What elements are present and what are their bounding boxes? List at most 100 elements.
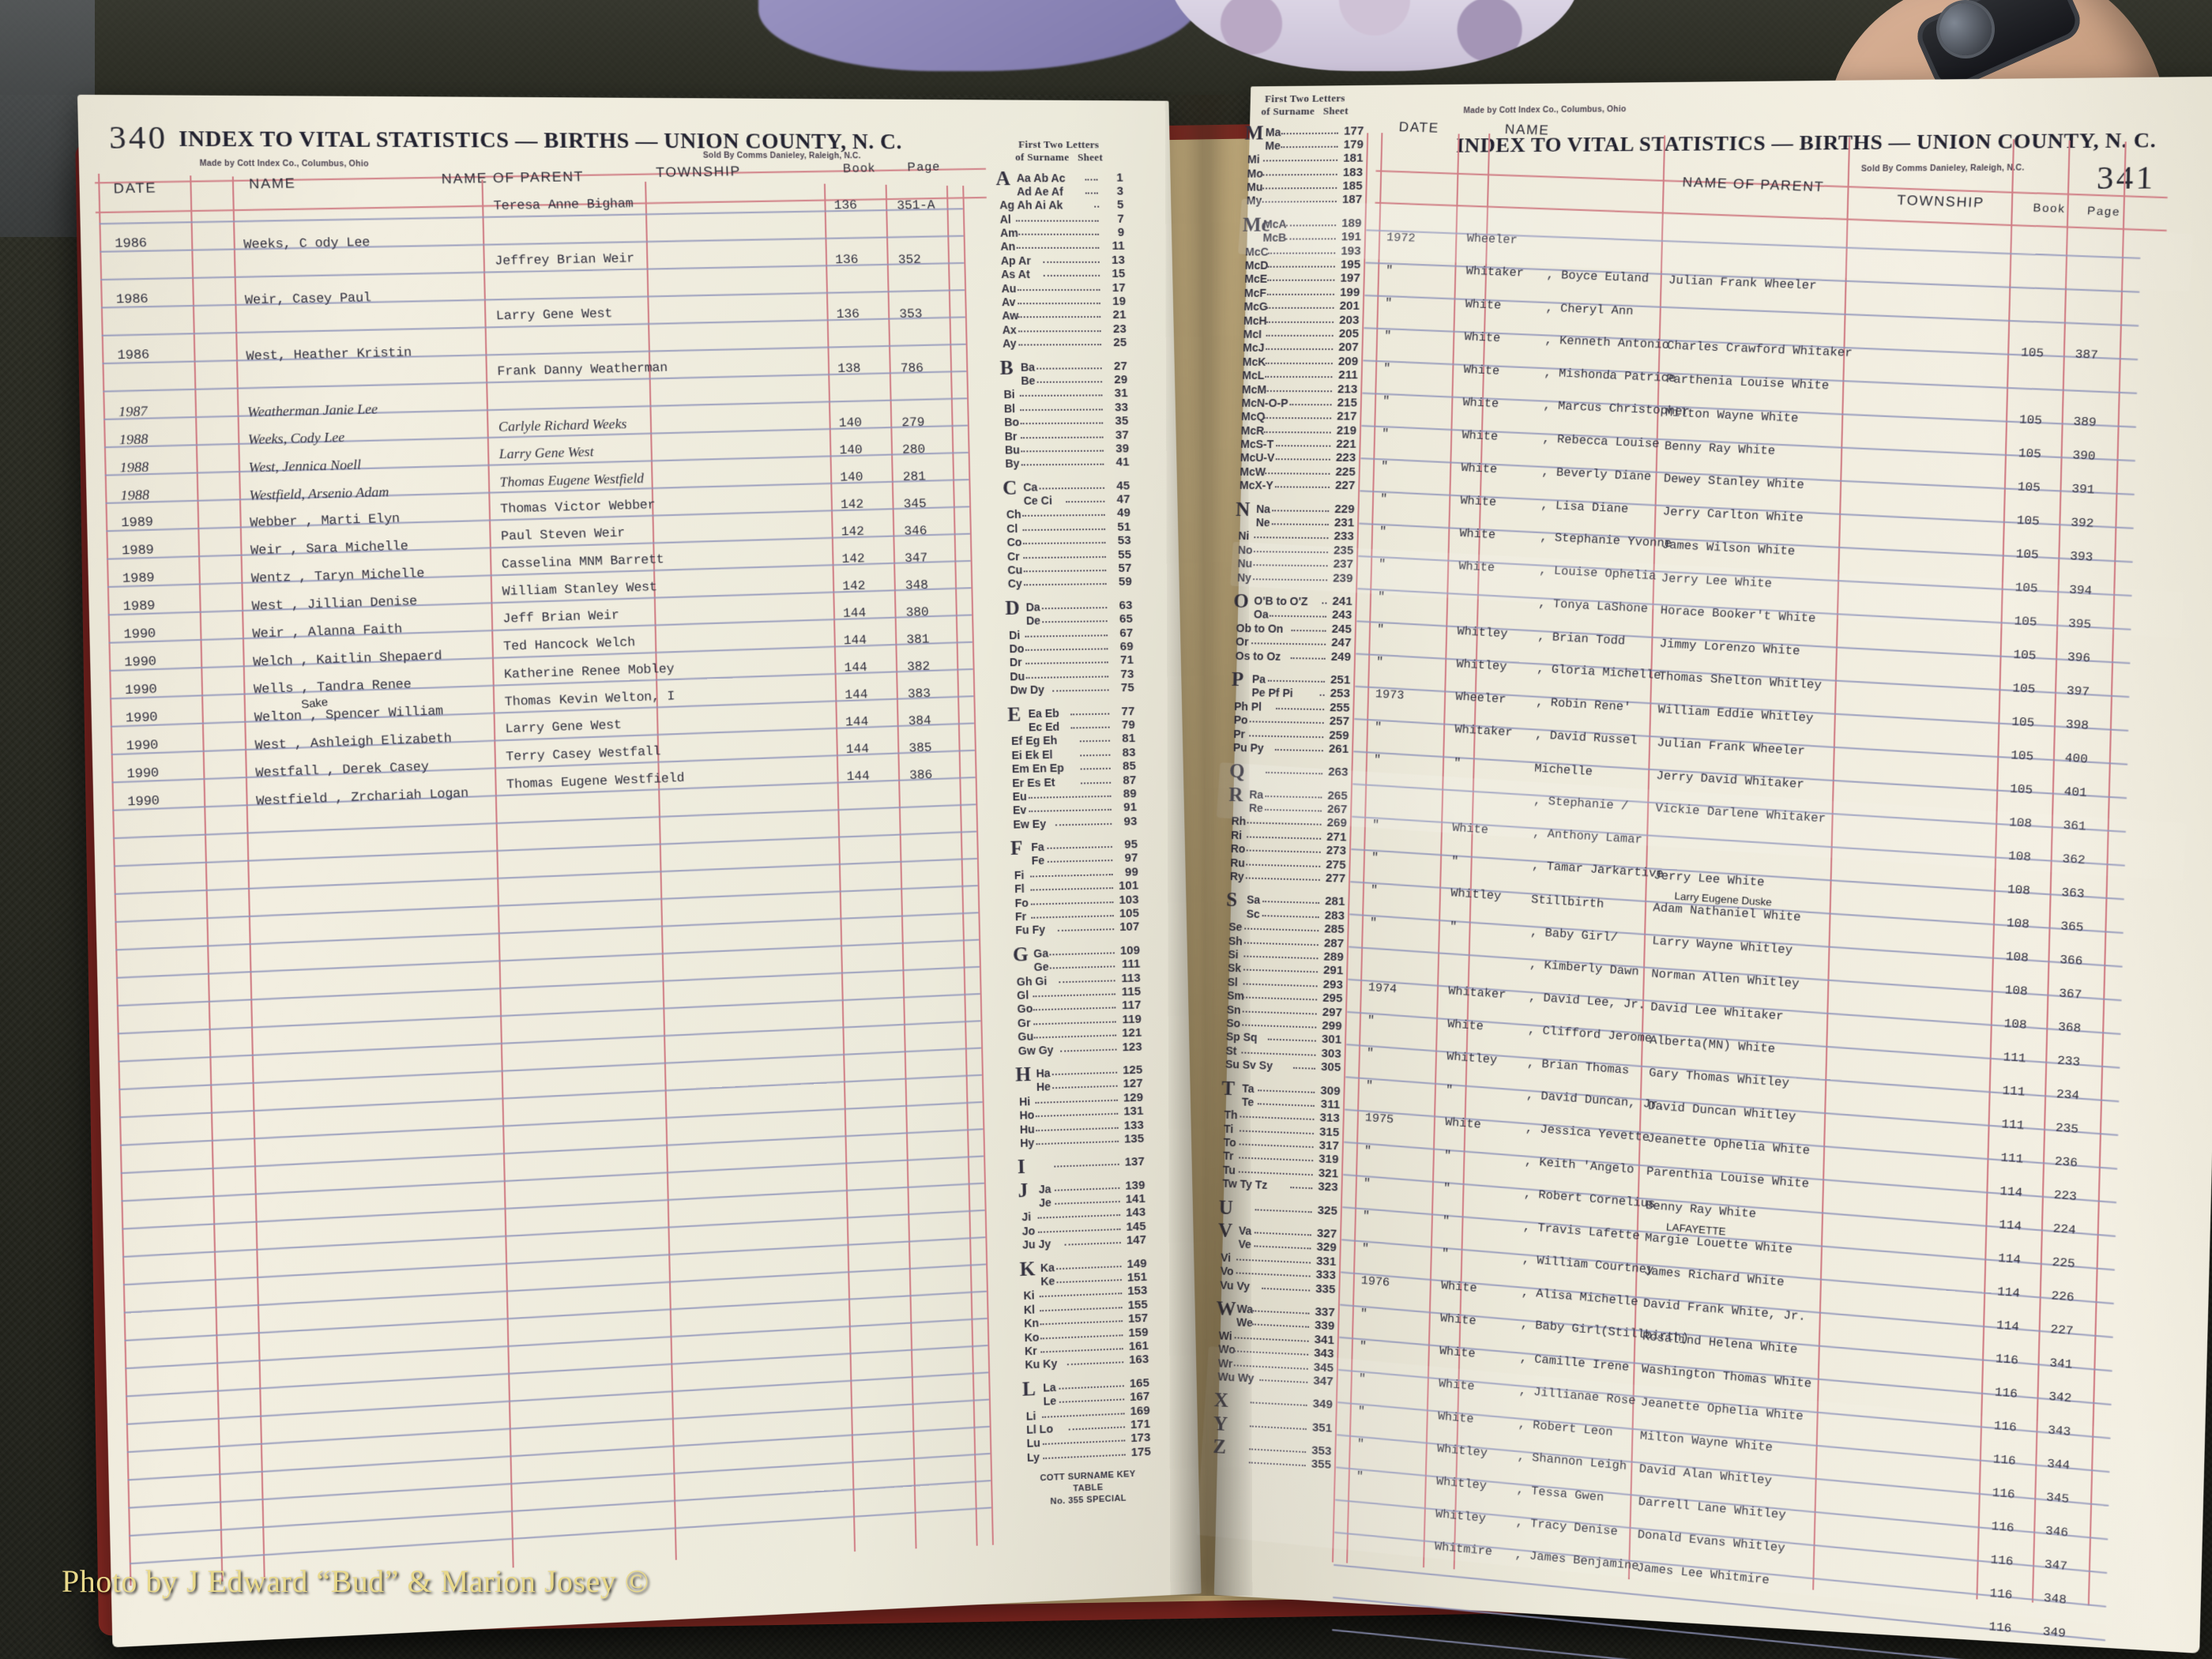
key-table-prefix: Ji <box>1021 1210 1032 1224</box>
key-table-leader-dots <box>1018 316 1101 319</box>
ledger-cell: Teresa Anne Bigham <box>493 196 634 214</box>
key-table-leader-dots <box>1243 1010 1317 1016</box>
key-table-row: McB 191 <box>1242 230 1361 244</box>
key-table-sheet-number: 315 <box>1319 1124 1340 1139</box>
key-table-sheet-number: 57 <box>1118 561 1132 575</box>
key-table-sheet-number: 301 <box>1321 1033 1342 1048</box>
ledger-line <box>122 1236 986 1285</box>
key-table-row: Ap Ar 13 <box>998 254 1125 268</box>
ledger-cell: 387 <box>2075 348 2099 363</box>
key-table-prefix: Ch <box>1006 508 1021 521</box>
ledger-cell: , David Lee, Jr. <box>1528 990 1646 1013</box>
ledger-cell: 384 <box>908 713 931 729</box>
key-table-leader-dots <box>1064 1242 1121 1247</box>
seller-note-left: Sold By Comms Danieley, Raleigh, N.C. <box>702 151 861 161</box>
key-table-leader-dots <box>1263 417 1332 420</box>
ledger-cell: " <box>1453 756 1462 771</box>
key-table-row: Dw Dy 75 <box>1007 681 1134 697</box>
key-table-prefix: Ea Eb <box>1028 706 1059 720</box>
key-table-prefix: Kr <box>1024 1344 1037 1358</box>
key-table-sheet-number: 259 <box>1329 728 1349 743</box>
ledger-cell: Thomas Shelton Whitley <box>1658 669 1823 693</box>
ledger-cell: 105 <box>2015 547 2040 562</box>
key-table-sheet-number: 229 <box>1334 502 1355 516</box>
ledger-cell: Westfield, Arsenio Adam <box>249 483 389 503</box>
key-table-group: F Fa 95 Fe 97 Fi 99 Fl 101 Fo 103 Fr 105 Fu Fy 107 <box>1010 837 1140 937</box>
key-table-leader-dots <box>1080 754 1111 758</box>
ledger-cell: West, Jennica Noell <box>248 457 362 476</box>
ledger-cell: , Jessica Yevette <box>1525 1121 1650 1146</box>
key-table-sheet-number: 257 <box>1329 714 1350 728</box>
key-table-leader-dots <box>1024 570 1107 574</box>
key-table-sheet-number: 149 <box>1127 1256 1147 1271</box>
key-table-leader-dots <box>1037 1214 1121 1221</box>
ledger-cell: 105 <box>2017 480 2041 495</box>
key-table-sheet-number: 137 <box>1124 1155 1145 1169</box>
key-table-group: E Ea Eb 77 Ec Ed 79 Ef Eg Eh 81 Ei Ek El 83 Em En… <box>1007 704 1138 831</box>
key-table-leader-dots <box>1031 915 1114 920</box>
key-table-sheet-number: 243 <box>1331 608 1352 623</box>
key-table-leader-dots <box>1055 1187 1120 1192</box>
ledger-cell: 1989 <box>122 570 155 587</box>
key-table-sheet-number: 237 <box>1333 557 1354 571</box>
key-table-sheet-number: 77 <box>1121 704 1135 718</box>
ledger-cell: David Lee Whitaker <box>1650 1000 1785 1024</box>
ledger-cell: 225 <box>2052 1255 2076 1272</box>
maker-note-left: Made by Cott Index Co., Columbus, Ohio <box>199 159 369 169</box>
ledger-cell: James Wilson White <box>1661 538 1796 559</box>
key-table-prefix: Br <box>1004 429 1018 442</box>
key-table-prefix: Ag Ah Ai Ak <box>999 198 1063 212</box>
key-table-sheet-number: 75 <box>1120 681 1134 695</box>
key-table-leader-dots <box>1249 720 1324 725</box>
key-table-sheet-number: 7 <box>1117 212 1124 226</box>
key-table-leader-dots <box>1254 536 1329 540</box>
key-table-row: No235 <box>1235 543 1354 558</box>
col-header-page-left: Page <box>907 160 942 175</box>
key-table-leader-dots <box>1240 1115 1315 1122</box>
ledger-cell: 142 <box>840 497 864 513</box>
key-header-sheet: Sheet <box>1322 104 1349 117</box>
ledger-cell: Jimmy Lorenzo White <box>1659 637 1801 659</box>
ledger-cell: 227 <box>2050 1322 2075 1339</box>
ledger-cell: Wheeler <box>1454 690 1507 707</box>
key-table-sheet-number: 155 <box>1127 1297 1148 1312</box>
key-table-prefix: Gh Gi <box>1016 974 1048 988</box>
ledger-cell: Julian Frank Wheeler <box>1656 735 1806 759</box>
ledger-cell: Weatherman Janie Lee <box>246 401 378 420</box>
key-table-prefix: Do <box>1009 641 1025 656</box>
ledger-cell: Whitley <box>1436 1442 1488 1461</box>
ledger-cell: 144 <box>844 660 867 675</box>
ledger-cell: Darrell Lane Whitley <box>1638 1495 1787 1523</box>
key-table-sheet-number: 91 <box>1123 800 1138 814</box>
key-table-leader-dots <box>1290 656 1326 660</box>
book-gutter <box>1164 94 1253 1597</box>
photo-credit: Photo by J Edward “Bud” & Marion Josey © <box>62 1563 649 1599</box>
key-table-sheet-number: 67 <box>1119 626 1134 640</box>
ledger-line <box>124 1290 987 1341</box>
key-table-prefix: Fr <box>1014 909 1027 924</box>
key-table-sheet-number: 207 <box>1338 340 1359 355</box>
ledger-cell: Stillbirth <box>1530 893 1604 912</box>
ledger-cell: , Cheryl Ann <box>1545 301 1635 319</box>
key-table-sheet-number: 305 <box>1320 1060 1341 1075</box>
key-table-prefix: Ho <box>1019 1108 1035 1122</box>
key-table-sheet-number: 11 <box>1112 239 1125 254</box>
key-table-sheet-number: 13 <box>1111 253 1125 267</box>
ledger-cell: 111 <box>2003 1050 2027 1066</box>
key-table-leader-dots <box>1042 620 1108 624</box>
ledger-cell: 136 <box>833 198 858 213</box>
key-table-row: Ew Ey 93 <box>1010 814 1137 831</box>
ledger-cell: Rosalind Helena White <box>1642 1330 1798 1357</box>
ledger-cell: 1986 <box>115 292 149 307</box>
key-table-row: McW 225 <box>1236 465 1356 480</box>
key-table-prefix: Ne <box>1255 516 1270 529</box>
key-table-leader-dots <box>1055 822 1112 827</box>
ledger-cell: 367 <box>2058 987 2082 1003</box>
key-table-row: McI 205 <box>1240 327 1359 341</box>
ledger-cell: William Eddie Whitley <box>1657 702 1814 726</box>
ledger-cell: 390 <box>2071 448 2097 464</box>
ledger-cell: 366 <box>2059 953 2084 969</box>
key-table-sheet-number: 173 <box>1130 1431 1151 1446</box>
key-table-row: McG 201 <box>1240 299 1360 313</box>
key-table-leader-dots <box>1020 422 1104 426</box>
